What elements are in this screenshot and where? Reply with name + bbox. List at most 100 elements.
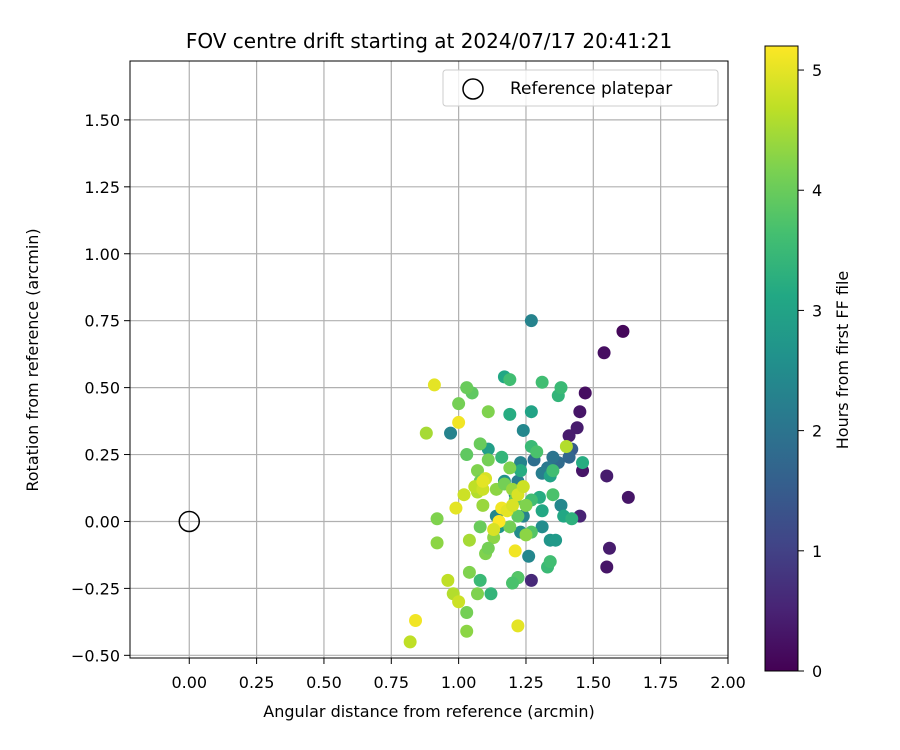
- data-point: [522, 549, 536, 563]
- data-point: [546, 450, 560, 464]
- data-point: [554, 381, 568, 395]
- data-point: [409, 614, 423, 628]
- colorbar-tick-label: 4: [812, 181, 822, 200]
- colorbar-tick-label: 1: [812, 542, 822, 561]
- data-point: [549, 533, 563, 547]
- y-tick-label: 1.25: [84, 178, 120, 197]
- y-tick-label: 1.00: [84, 245, 120, 264]
- data-point: [524, 314, 538, 328]
- legend-reference-marker: [462, 78, 484, 100]
- colorbar-ticks: 0 1 2 3 4 5: [798, 61, 822, 681]
- data-point: [470, 587, 484, 601]
- x-tick-label: 1.25: [508, 673, 544, 692]
- colorbar-gradient: [764, 45, 799, 672]
- data-point: [470, 464, 484, 478]
- data-point: [570, 421, 584, 435]
- data-point: [519, 498, 533, 512]
- legend-box: [442, 69, 719, 107]
- y-tick-label: 0.00: [84, 512, 120, 531]
- data-point: [476, 474, 490, 488]
- legend: Reference platepar: [442, 69, 719, 107]
- data-point: [524, 573, 538, 587]
- data-point: [506, 576, 520, 590]
- data-point: [503, 520, 517, 534]
- colorbar-tick-label: 0: [812, 662, 822, 681]
- data-point: [516, 423, 530, 437]
- data-point: [597, 346, 611, 360]
- data-point: [602, 541, 616, 555]
- data-point: [503, 373, 517, 387]
- x-tick-label: 1.00: [441, 673, 477, 692]
- data-points: [403, 314, 635, 649]
- data-point: [462, 533, 476, 547]
- y-axis-ticks: −0.50 −0.25 0.00 0.25 0.50 0.75 1.00 1.25 1.50: [71, 111, 130, 665]
- data-point: [495, 450, 509, 464]
- data-point: [476, 498, 490, 512]
- data-point: [449, 501, 463, 515]
- data-point: [503, 461, 517, 475]
- data-point: [441, 573, 455, 587]
- plot-frame: [129, 60, 729, 659]
- data-point: [508, 544, 522, 558]
- x-tick-label: 0.00: [171, 673, 207, 692]
- x-tick-label: 0.50: [306, 673, 342, 692]
- colorbar-tick-label: 2: [812, 422, 822, 441]
- data-point: [514, 464, 528, 478]
- data-point: [565, 512, 579, 526]
- data-point: [473, 573, 487, 587]
- data-point: [554, 498, 568, 512]
- data-point: [524, 405, 538, 419]
- data-point: [506, 498, 520, 512]
- y-tick-label: −0.50: [71, 646, 120, 665]
- data-point: [562, 429, 576, 443]
- data-point: [457, 488, 471, 502]
- data-point: [460, 448, 474, 462]
- data-point: [543, 555, 557, 569]
- data-point: [576, 456, 590, 470]
- y-tick-label: −0.25: [71, 579, 120, 598]
- y-axis-label: Rotation from reference (arcmin): [23, 228, 42, 491]
- y-tick-label: 0.75: [84, 312, 120, 331]
- data-point: [535, 375, 549, 389]
- data-point: [460, 381, 474, 395]
- y-tick-label: 0.50: [84, 379, 120, 398]
- data-point: [616, 324, 630, 338]
- data-point: [481, 541, 495, 555]
- data-point: [484, 587, 498, 601]
- y-tick-label: 0.25: [84, 446, 120, 465]
- y-tick-label: 1.50: [84, 111, 120, 130]
- colorbar: 0 1 2 3 4 5 Hours from first FF file: [764, 45, 852, 681]
- data-point: [444, 426, 458, 440]
- data-point: [562, 450, 576, 464]
- data-point: [462, 565, 476, 579]
- data-point: [430, 536, 444, 550]
- reference-platepar-marker: [178, 510, 201, 533]
- data-point: [511, 509, 525, 523]
- x-tick-label: 0.25: [239, 673, 275, 692]
- data-point: [503, 407, 517, 421]
- data-point: [516, 480, 530, 494]
- data-point: [519, 528, 533, 542]
- colorbar-label: Hours from first FF file: [833, 271, 852, 450]
- chart-title: FOV centre drift starting at 2024/07/17 …: [186, 29, 672, 53]
- data-point: [546, 464, 560, 478]
- data-point: [452, 415, 466, 429]
- x-tick-label: 0.75: [373, 673, 409, 692]
- colorbar-tick-label: 5: [812, 61, 822, 80]
- data-point: [578, 386, 592, 400]
- x-tick-label: 1.50: [576, 673, 612, 692]
- x-axis-label: Angular distance from reference (arcmin): [263, 702, 594, 721]
- data-point: [621, 490, 635, 504]
- data-point: [452, 595, 466, 609]
- data-point: [600, 560, 614, 574]
- data-point: [511, 619, 525, 633]
- data-point: [427, 378, 441, 392]
- data-point: [473, 437, 487, 451]
- data-point: [460, 605, 474, 619]
- data-point: [419, 426, 433, 440]
- data-point: [487, 522, 501, 536]
- legend-entry-reference: Reference platepar: [510, 79, 672, 99]
- data-point: [403, 635, 417, 649]
